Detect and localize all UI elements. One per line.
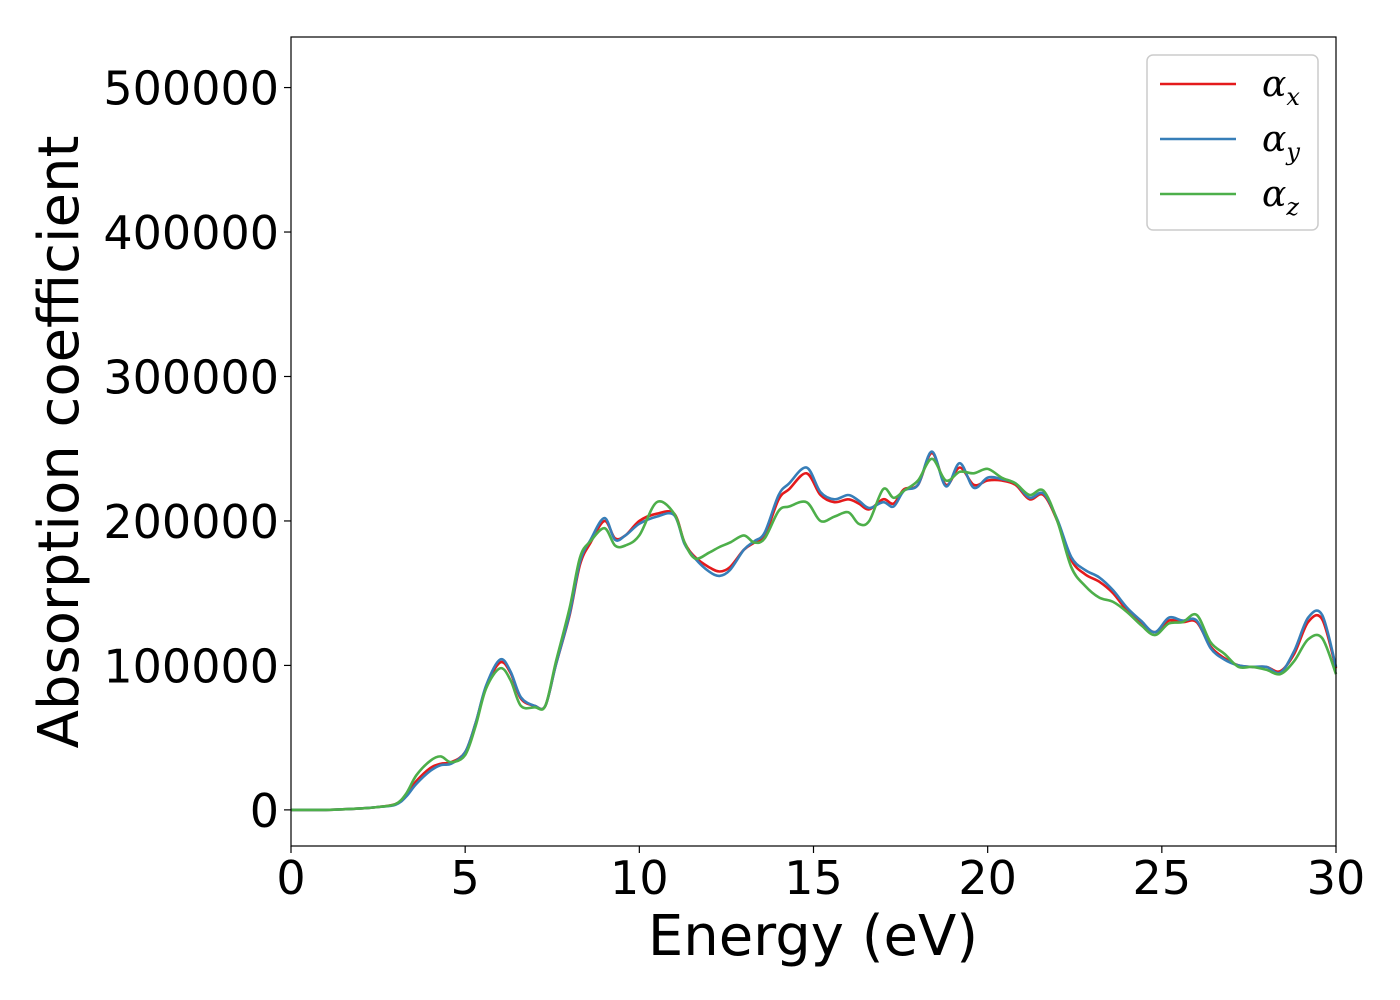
- x-tick-label: 20: [958, 851, 1017, 905]
- x-tick-label: 10: [610, 851, 669, 905]
- series-line-y: [290, 450, 1338, 812]
- legend-subscript: y: [1285, 138, 1300, 166]
- x-tick-label: 30: [1307, 851, 1366, 905]
- legend-symbol: α: [1262, 64, 1286, 105]
- x-tick-label: 0: [276, 851, 305, 905]
- y-tick-label: 300000: [103, 350, 279, 404]
- x-axis-title: Energy (eV): [648, 904, 978, 969]
- y-tick-label: 400000: [103, 206, 279, 260]
- legend-label-z: αz: [1262, 174, 1299, 221]
- legend-symbol: α: [1262, 119, 1286, 160]
- legend-label-x: αx: [1262, 64, 1300, 111]
- series-layer: [290, 450, 1338, 812]
- legend-subscript: x: [1286, 83, 1300, 111]
- x-tick-label: 15: [784, 851, 843, 905]
- legend-box: [1146, 54, 1319, 231]
- y-tick-label: 500000: [103, 62, 279, 116]
- y-axis-ticks: 0 100000 200000 300000 400000 500000: [103, 62, 291, 838]
- y-axis-title: Absorption coefficient: [27, 136, 92, 749]
- y-tick-label: 200000: [103, 495, 279, 549]
- y-tick-label: 0: [250, 784, 279, 838]
- series-line-z: [290, 457, 1338, 812]
- x-axis-ticks: 0 5 10 15 20 25 30: [276, 846, 1365, 905]
- legend-subscript: z: [1285, 193, 1299, 221]
- y-tick-label: 100000: [103, 639, 279, 693]
- x-tick-label: 25: [1133, 851, 1192, 905]
- legend-symbol: α: [1262, 174, 1286, 215]
- x-tick-label: 5: [451, 851, 480, 905]
- legend-label-y: αy: [1262, 119, 1300, 166]
